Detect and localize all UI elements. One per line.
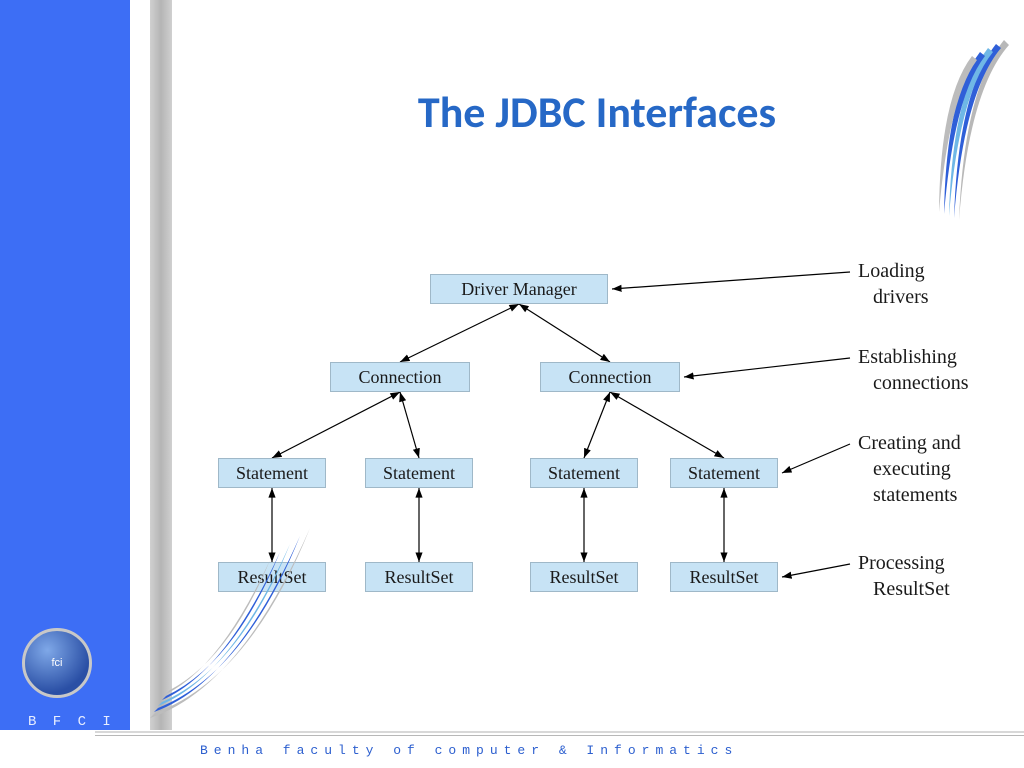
left-blue-bar [0,0,130,730]
node-c2: Connection [540,362,680,392]
footer-text: Benha faculty of computer & Informatics [200,743,738,758]
node-r3: ResultSet [530,562,638,592]
slide-title: The JDBC Interfaces [190,85,1004,139]
node-r4: ResultSet [670,562,778,592]
swoosh-bottom-left-icon [140,508,320,728]
node-r2: ResultSet [365,562,473,592]
node-s3: Statement [530,458,638,488]
node-s2: Statement [365,458,473,488]
node-dm: Driver Manager [430,274,608,304]
node-c1: Connection [330,362,470,392]
footer-rule2 [95,735,1024,736]
annotation-2: Creating and executing statements [858,430,961,508]
swoosh-top-right-icon [894,30,1014,230]
annotation-1: Establishing connections [858,344,969,396]
footer-rule [95,731,1024,733]
annotation-0: Loading drivers [858,258,929,310]
sidebar-tag: B F C I [28,714,115,730]
annotation-3: Processing ResultSet [858,550,950,602]
node-s4: Statement [670,458,778,488]
logo-badge-icon: fci [22,628,92,698]
node-s1: Statement [218,458,326,488]
